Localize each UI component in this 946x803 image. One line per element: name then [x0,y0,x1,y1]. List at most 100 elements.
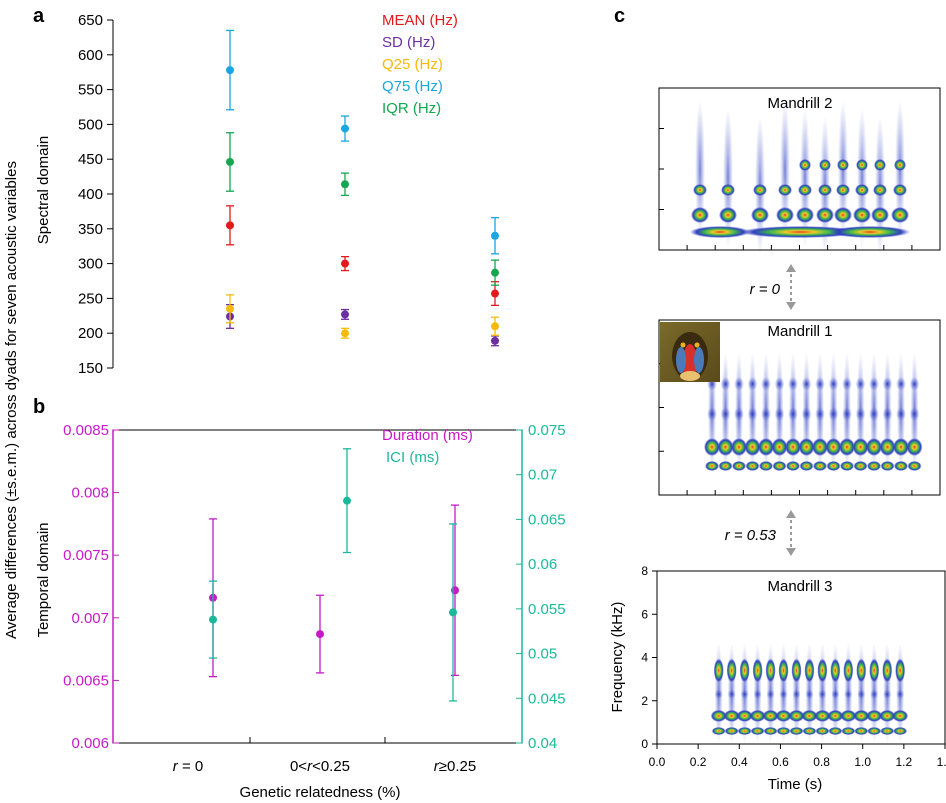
duration-y-tick-label: 0.006 [71,735,109,752]
spectrogram-energy [893,184,907,196]
spectrogram-energy [879,438,896,456]
spectrogram-energy [798,184,812,196]
data-point [226,157,234,166]
spectrogram-energy [856,159,868,171]
spectrogram-energy [843,658,854,683]
spectrogram-energy [761,377,771,391]
spectrogram-energy [751,207,769,223]
spectrogram-energy [718,461,733,471]
spectrogram-energy [873,184,887,196]
time-tick-label: 1.2 [896,755,913,769]
spectral-y-tick-label: 300 [78,256,103,273]
spectrogram-energy [705,461,719,471]
spectral-y-tick-label: 500 [78,116,103,133]
spectral-y-tick-label: 150 [78,360,103,377]
temporal-plot-frame [112,429,523,744]
spectrogram-energy [842,377,852,391]
spectrogram-energy [720,407,731,421]
spectrogram-energy [814,709,831,722]
time-tick-label: 0.2 [690,755,707,769]
spectrogram-energy [817,658,828,683]
spectrogram-x-label: Time (s) [768,776,822,793]
spectrogram-energy [856,658,867,683]
spectrogram-energy [732,461,746,471]
spectrogram-energy [804,658,815,683]
data-point [343,496,351,505]
spectrogram-energy [855,184,869,196]
spectrogram-energy [871,207,889,223]
spectrogram-energy [813,461,827,471]
legend-entry: SD (Hz) [382,34,435,51]
time-tick-label: 0.4 [731,755,748,769]
spectrogram-energy [857,689,866,700]
data-point [209,615,217,624]
duration-y-tick-label: 0.008 [71,485,109,502]
spectrogram-energy [721,184,735,196]
spectrogram-energy [818,184,832,196]
temporal-chart: Temporal domain 0.006 0.0065 0.007 0.0075 0.… [35,422,566,801]
spectrogram-energy [906,438,923,456]
spectrogram-energy [776,207,794,223]
x-category-label: 0<r<0.25 [290,758,350,775]
spectrogram-energy [801,709,818,722]
spectrogram-energy [869,377,879,391]
temporal-y-label: Temporal domain [35,522,52,637]
spectrogram-energy [855,407,866,421]
data-point [451,586,459,595]
spectrogram-mandrill-2 [658,87,941,251]
panel-letter-a: a [33,5,45,27]
spectrogram-energy [776,727,791,736]
spectrogram-energy [765,658,776,683]
data-point [449,608,457,617]
spectrogram-energy [841,727,856,736]
duration-y-tick-label: 0.0065 [63,672,109,689]
spectrogram-energy [816,207,834,223]
spectrogram-energy [815,407,825,421]
spectrogram-energy [828,407,839,421]
spectrogram-streak [695,100,705,240]
spectrogram-energy [761,407,771,421]
spectrogram-energy [882,658,893,683]
spectrogram-energy [896,689,905,700]
spectrogram-energy [762,709,779,722]
spectrogram-streak [723,108,733,248]
spectrogram-energy [896,377,906,391]
ici-y-tick-label: 0.04 [528,735,557,752]
spectrogram-energy [774,377,785,391]
spectrogram-energy [852,438,869,456]
spectrogram-energy [737,727,752,736]
spectrogram-energy [815,377,825,391]
panel-letter-c: c [614,5,625,27]
spectrogram-y-label: Frequency (kHz) [609,602,626,713]
data-point [341,259,349,268]
spectrogram-energy [736,709,753,722]
panel-letter-b: b [33,396,45,418]
frequency-tick-label: 2 [641,694,648,708]
spectrogram-energy [840,709,857,722]
spectrogram-streak [780,100,790,240]
x-category-label: r = 0 [173,758,203,775]
data-point [491,268,499,277]
data-point [491,289,499,298]
spectrogram-energy [907,461,922,471]
spectrogram-energy [894,159,906,171]
x-category-label: r≥0.25 [434,758,476,775]
spectral-y-tick-label: 650 [78,12,103,29]
ici-y-tick-label: 0.075 [528,422,566,439]
spectrogram-energy [788,407,798,421]
spectrogram-streak [800,108,810,248]
duration-y-tick-label: 0.007 [71,610,109,627]
spectrogram-energy [842,407,852,421]
duration-y-tick-label: 0.0075 [63,547,109,564]
spectrogram-energy [724,727,739,736]
spectrogram-energy [796,207,814,223]
spectrogram-energy [693,184,707,196]
spectrogram-energy [747,377,758,391]
spectrogram-energy [818,689,827,700]
time-tick-label: 0.6 [772,755,789,769]
relation-label-r0: r = 0 [750,281,781,298]
spectrogram-energy [874,159,886,171]
frequency-tick-label: 8 [641,564,648,578]
spectrogram-energy [826,461,841,471]
spectrogram-energy [750,727,765,736]
